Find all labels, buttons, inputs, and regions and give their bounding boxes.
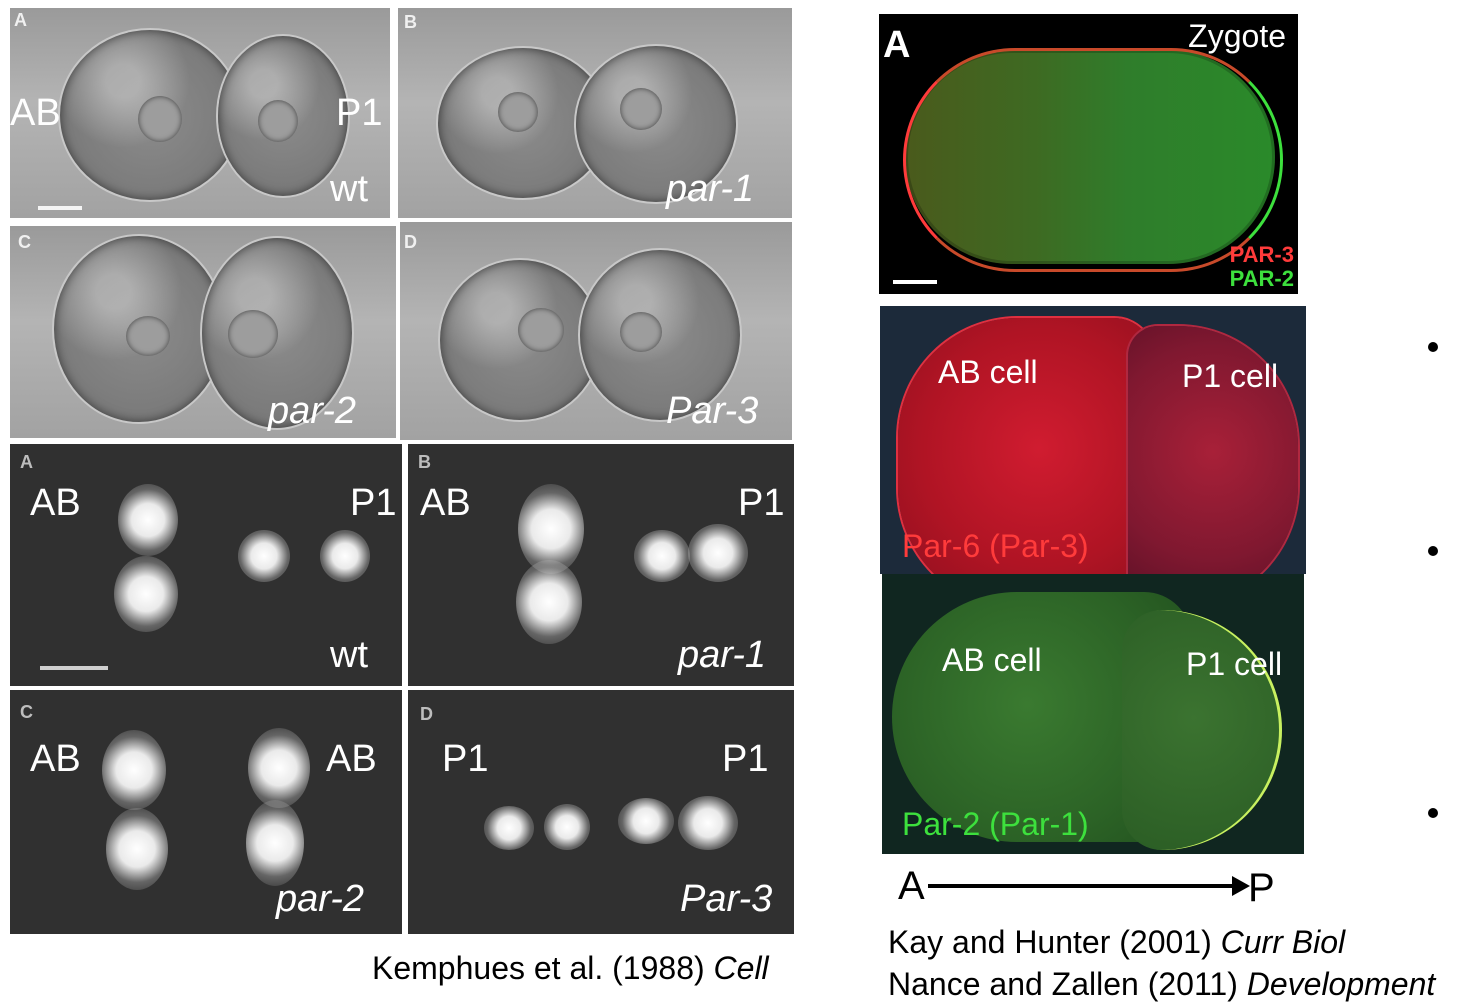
spindle-pole bbox=[688, 524, 748, 582]
legend-par2: PAR-2 bbox=[1229, 266, 1294, 291]
dic-panel-d: D Par-3 bbox=[400, 222, 792, 440]
panel-letter: A bbox=[14, 10, 27, 30]
scale-bar bbox=[38, 206, 82, 210]
right-cell-label: P1 bbox=[738, 482, 785, 524]
p1-nucleus bbox=[258, 100, 298, 142]
ab-nucleus bbox=[518, 308, 564, 352]
ab-nucleus bbox=[138, 96, 182, 142]
spindle-pole bbox=[246, 800, 304, 886]
spindle-panel-a: A AB P1 wt bbox=[10, 444, 402, 686]
two-cell-green-panel: AB cell P1 cell Par-2 (Par-1) bbox=[882, 574, 1304, 854]
panel-letter: D bbox=[404, 232, 417, 252]
p1-nucleus bbox=[620, 88, 662, 130]
spindle-pole bbox=[634, 530, 690, 582]
dic-panel-b: B par-1 bbox=[398, 8, 792, 218]
right-cell-label: P1 bbox=[722, 738, 769, 780]
genotype-label: Par-3 bbox=[680, 878, 773, 920]
caption: Par-6 (Par-3) bbox=[902, 528, 1089, 564]
ab-nucleus bbox=[126, 316, 170, 356]
citation-journal: Curr Biol bbox=[1220, 924, 1346, 960]
citation-authors: Kemphues et al. (1988) bbox=[372, 950, 714, 986]
posterior-label: P bbox=[1248, 866, 1275, 910]
spindle-pole bbox=[518, 484, 584, 574]
panel-letter: B bbox=[404, 12, 417, 32]
spindle-panel-b: B AB P1 par-1 bbox=[408, 444, 794, 686]
two-cell-red-panel: AB cell P1 cell Par-6 (Par-3) bbox=[880, 306, 1306, 574]
bullet-point bbox=[1428, 546, 1438, 556]
spindle-pole bbox=[114, 556, 178, 632]
bullet-point bbox=[1428, 342, 1438, 352]
spindle-pole bbox=[118, 484, 178, 556]
p1-nucleus bbox=[228, 310, 278, 358]
citation-kay-hunter: Kay and Hunter (2001) Curr Biol bbox=[888, 924, 1345, 961]
dic-panel-c: C par-2 bbox=[10, 226, 396, 438]
genotype-label: par-1 bbox=[678, 634, 767, 676]
p1-label: P1 bbox=[336, 92, 383, 134]
axis-arrow-shaft bbox=[928, 884, 1238, 888]
spindle-pole bbox=[618, 798, 674, 844]
genotype-label: par-2 bbox=[268, 390, 357, 432]
left-cell-label: AB bbox=[30, 738, 81, 780]
zygote-panel: A Zygote PAR-3 PAR-2 bbox=[879, 14, 1298, 294]
genotype-label: par-1 bbox=[666, 168, 755, 210]
p1-label: P1 cell bbox=[1186, 646, 1283, 682]
p1-cell-image bbox=[576, 46, 736, 202]
spindle-panel-d: D P1 P1 Par-3 bbox=[408, 690, 794, 934]
spindle-pole bbox=[678, 796, 738, 850]
citation-journal: Development bbox=[1246, 966, 1436, 1002]
spindle-pole bbox=[238, 530, 290, 582]
par2-cortex bbox=[903, 48, 1283, 272]
ab-cell-image bbox=[898, 318, 1154, 574]
left-cell-label: AB bbox=[30, 482, 81, 524]
spindle-panel-c: C AB AB par-2 bbox=[10, 690, 402, 934]
left-cell-label: AB bbox=[420, 482, 471, 524]
genotype-label: wt bbox=[330, 168, 368, 210]
spindle-pole bbox=[320, 530, 370, 582]
spindle-pole bbox=[106, 808, 168, 890]
axis-arrow-head bbox=[1232, 876, 1250, 896]
panel-letter: B bbox=[418, 452, 431, 472]
citation-authors: Nance and Zallen (2011) bbox=[888, 966, 1247, 1002]
spindle-pole bbox=[102, 730, 166, 810]
left-cell-label: P1 bbox=[442, 738, 489, 780]
citation-authors: Kay and Hunter (2001) bbox=[888, 924, 1221, 960]
citation-kemphues: Kemphues et al. (1988) Cell bbox=[372, 950, 769, 987]
zygote-title: Zygote bbox=[1188, 18, 1286, 54]
spindle-pole bbox=[544, 804, 590, 850]
genotype-label: par-2 bbox=[276, 878, 365, 920]
ab-label: AB cell bbox=[942, 642, 1042, 678]
citation-journal: Cell bbox=[713, 950, 769, 986]
ab-nucleus bbox=[498, 92, 538, 132]
panel-letter: D bbox=[420, 704, 433, 724]
panel-letter: C bbox=[20, 702, 33, 722]
ab-label: AB cell bbox=[938, 354, 1038, 390]
spindle-pole bbox=[484, 806, 534, 850]
panel-letter: A bbox=[883, 24, 911, 66]
right-cell-label: P1 bbox=[350, 482, 397, 524]
dic-panel-a: A AB P1 wt bbox=[10, 8, 390, 218]
right-cell-label: AB bbox=[326, 738, 377, 780]
scale-bar bbox=[40, 666, 108, 670]
p1-label: P1 cell bbox=[1182, 358, 1279, 394]
spindle-pole bbox=[516, 560, 582, 644]
panel-letter: A bbox=[20, 452, 33, 472]
caption: Par-2 (Par-1) bbox=[902, 806, 1089, 842]
genotype-label: wt bbox=[330, 634, 368, 676]
genotype-label: Par-3 bbox=[666, 390, 759, 432]
legend-par3: PAR-3 bbox=[1229, 242, 1294, 267]
panel-letter: C bbox=[18, 232, 31, 252]
spindle-pole bbox=[248, 728, 310, 808]
ab-label: AB bbox=[10, 92, 61, 134]
citation-nance-zallen: Nance and Zallen (2011) Development bbox=[888, 966, 1435, 1003]
p1-nucleus bbox=[620, 312, 662, 352]
bullet-point bbox=[1428, 808, 1438, 818]
scale-bar bbox=[893, 280, 937, 284]
ap-axis: A P bbox=[898, 864, 1288, 912]
anterior-label: A bbox=[898, 864, 925, 908]
